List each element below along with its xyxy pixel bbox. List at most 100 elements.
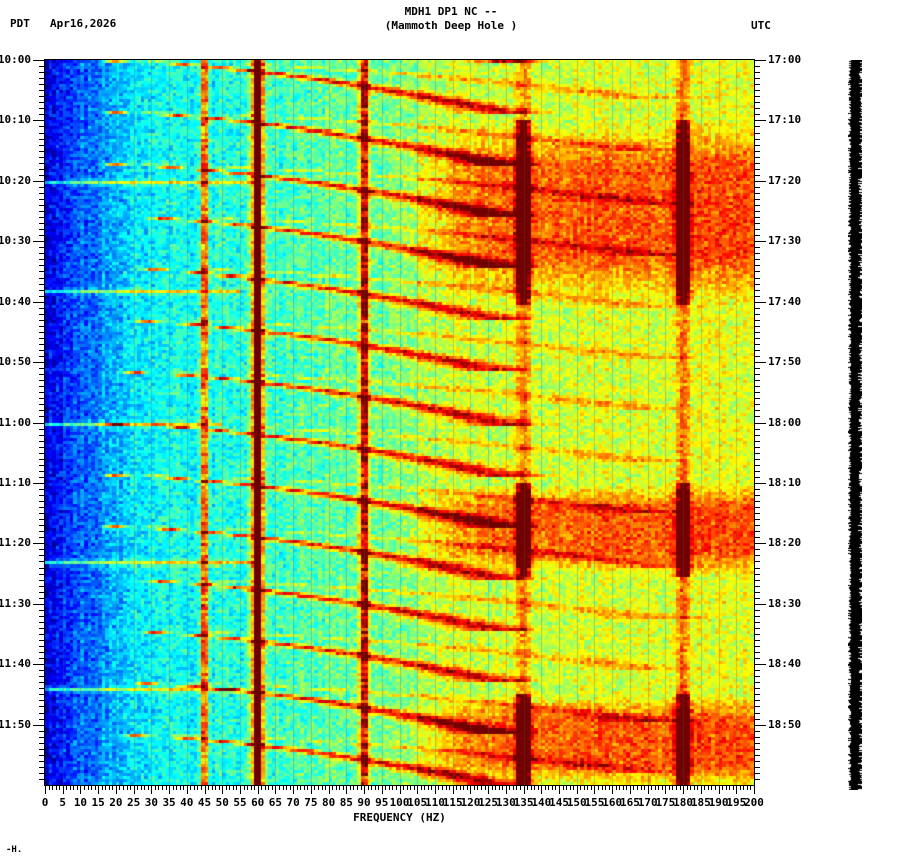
y-axis-minor-tick [754,446,760,448]
y-axis-minor-tick [39,350,45,351]
x-axis-major-tick [381,785,383,794]
y-axis-minor-tick [39,772,45,774]
x-axis-minor-tick [392,785,394,790]
x-axis-minor-tick [534,785,536,790]
y-axis-label-pdt: 10:40 [0,294,31,308]
x-axis-label: 20 [109,796,123,809]
y-axis-minor-tick [754,778,760,780]
y-axis-minor-tick [39,700,45,702]
y-axis-minor-tick [39,229,45,231]
y-axis-minor-tick [39,658,45,660]
y-axis-minor-tick [754,114,760,116]
y-axis-minor-tick [754,718,760,720]
y-axis-minor-tick [39,597,45,599]
x-axis-minor-tick [161,785,163,790]
x-axis-minor-tick [477,785,479,790]
y-axis-minor-tick [39,718,45,720]
y-axis-minor-tick [754,416,760,418]
y-axis-minor-tick [39,368,45,370]
y-axis-major-tick [33,241,45,243]
x-axis-major-tick [364,785,366,794]
y-axis-minor-tick [754,440,760,442]
y-axis-minor-tick [39,211,45,213]
x-axis-label: 10 [73,796,88,809]
x-axis-major-tick [718,785,720,794]
x-axis-minor-tick [622,785,624,790]
y-axis-minor-tick [754,688,760,690]
x-axis-major-tick [594,785,596,794]
x-axis-minor-tick [512,785,514,790]
y-axis-minor-tick [754,525,760,527]
x-axis-major-tick [470,785,472,794]
y-axis-minor-tick [754,712,760,714]
x-axis-label: 180 [673,796,694,809]
x-axis-minor-tick [583,785,585,790]
x-axis-minor-tick [229,785,231,790]
x-axis-major-tick [257,785,259,794]
x-axis-minor-tick [371,785,373,790]
y-axis-minor-tick [754,754,760,756]
x-axis-label: 55 [233,796,247,809]
x-axis-minor-tick [732,785,734,790]
y-axis-minor-tick [754,144,760,146]
x-axis-minor-tick [158,785,160,790]
y-axis-minor-tick [39,386,45,388]
y-axis-label-utc: 17:50 [768,355,802,369]
spectrogram-plot[interactable] [44,59,755,786]
x-axis-minor-tick [605,785,607,790]
y-axis-minor-tick [39,186,45,188]
y-axis-minor-tick [754,585,760,587]
y-axis-minor-tick [39,736,45,738]
x-axis-minor-tick [711,785,713,790]
y-axis-minor-tick [754,410,760,412]
y-axis-minor-tick [39,434,45,436]
y-axis-minor-tick [754,162,760,164]
x-axis-minor-tick [516,785,518,790]
y-axis-major-tick [754,422,766,424]
x-axis-major-tick [98,785,100,794]
x-axis-major-tick [328,785,330,794]
y-axis-label-utc: 17:40 [768,294,802,308]
y-axis-minor-tick [754,156,760,158]
x-axis-minor-tick [686,785,688,790]
x-axis-minor-tick [527,785,529,790]
x-axis-minor-tick [296,785,298,790]
x-axis-minor-tick [254,785,256,790]
x-axis-minor-tick [55,785,57,790]
x-axis-minor-tick [112,785,114,790]
y-axis-minor-tick [754,561,760,563]
x-axis-label: 145 [549,796,569,809]
y-axis-minor-tick [39,410,45,412]
y-axis-minor-tick [39,416,45,418]
x-axis-label: 175 [655,796,676,809]
y-axis-minor-tick [39,567,45,569]
x-axis-minor-tick [495,785,497,790]
x-axis-minor-tick [385,785,387,790]
y-axis-minor-tick [39,627,45,629]
y-axis-major-tick [33,543,45,545]
y-axis-minor-tick [39,398,45,400]
amplitude-trace-canvas [848,60,862,790]
x-axis-minor-tick [395,785,397,790]
y-axis-minor-tick [754,84,760,86]
y-axis-minor-tick [39,102,45,104]
x-axis-major-tick [505,785,507,794]
y-axis-minor-tick [39,356,45,358]
y-axis-minor-tick [754,217,760,219]
x-axis-minor-tick [59,785,61,790]
x-axis-minor-tick [403,785,405,790]
y-axis-minor-tick [39,337,45,339]
x-axis-major-tick [346,785,348,794]
y-axis-minor-tick [39,555,45,557]
y-axis-label-utc: 18:00 [768,415,802,429]
y-axis-minor-tick [39,235,45,237]
y-axis-label-utc: 17:10 [768,113,802,127]
x-axis-major-tick [559,785,561,794]
y-axis-minor-tick [754,223,760,225]
y-axis-minor-tick [39,96,45,98]
y-axis-minor-tick [39,126,45,128]
y-axis-minor-tick [754,283,760,285]
y-axis-minor-tick [39,446,45,448]
y-axis-minor-tick [39,404,45,406]
x-axis-label: 195 [726,796,747,809]
